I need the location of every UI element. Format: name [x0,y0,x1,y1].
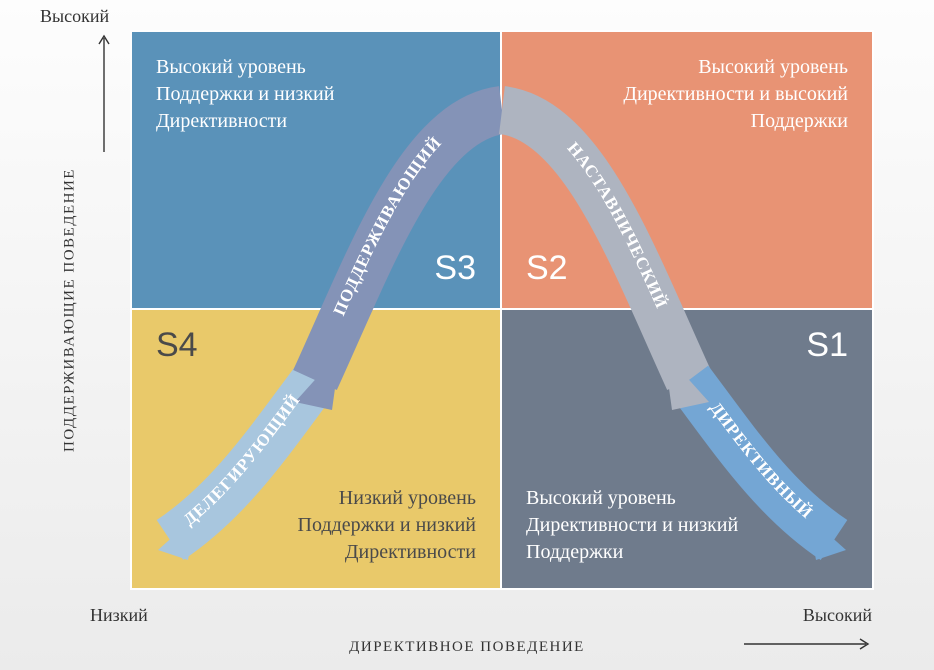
x-axis-low-label: Низкий [90,605,148,626]
x-axis-high-label: Высокий [803,605,872,626]
s2-description: Высокий уровень Директивности и высокий … [618,54,848,135]
y-axis-label: ПОДДЕРЖИВАЮЩИЕ ПОВЕДЕНИЕ [62,168,79,452]
quadrant-s4: S4 Низкий уровень Поддержки и низкий Дир… [132,310,502,588]
s3-description: Высокий уровень Поддержки и низкий Дирек… [156,54,386,135]
s1-code: S1 [806,326,848,365]
y-axis-arrow [96,32,112,152]
quadrant-s3: Высокий уровень Поддержки и низкий Дирек… [132,32,502,310]
x-axis-arrow [744,636,874,652]
quadrant-s1: S1 Высокий уровень Директивности и низки… [502,310,872,588]
s3-code: S3 [434,249,476,288]
y-axis-high-label: Высокий [40,6,109,27]
s2-code: S2 [526,249,568,288]
quadrant-grid: Высокий уровень Поддержки и низкий Дирек… [130,30,874,590]
s4-description: Низкий уровень Поддержки и низкий Директ… [246,485,476,566]
quadrant-s2: Высокий уровень Директивности и высокий … [502,32,872,310]
s1-description: Высокий уровень Директивности и низкий П… [526,485,756,566]
s4-code: S4 [156,326,198,365]
